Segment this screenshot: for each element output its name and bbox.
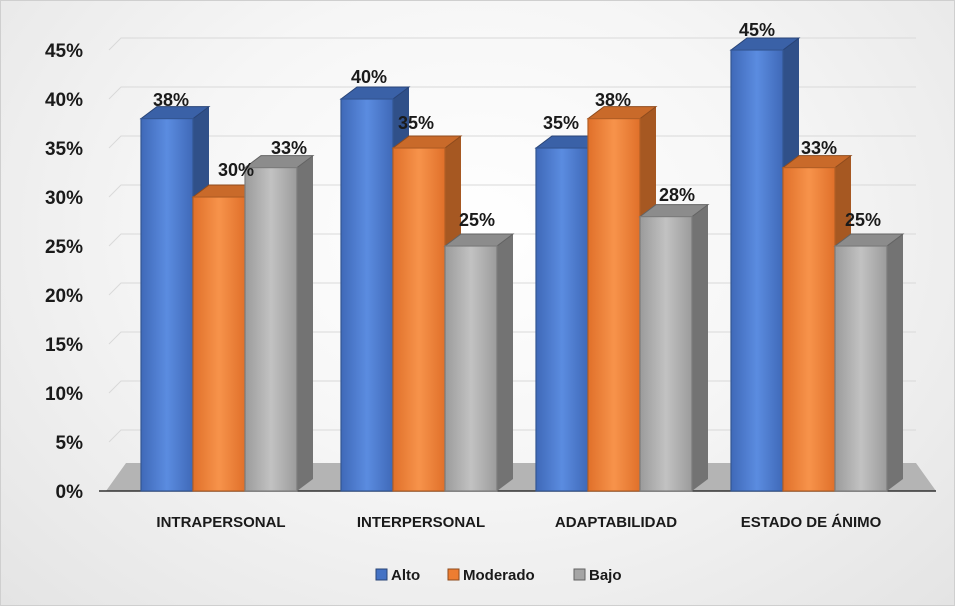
legend-swatch: [447, 568, 460, 581]
y-tick-label: 30%: [45, 188, 83, 209]
data-label: 30%: [218, 160, 254, 180]
y-tick-label: 15%: [45, 335, 83, 356]
bar-side: [887, 234, 903, 491]
x-axis: INTRAPERSONAL INTERPERSONAL ADAPTABILIDAD E…: [156, 514, 881, 531]
bar-side: [497, 234, 513, 491]
y-tick-label: 20%: [45, 286, 83, 307]
y-tick-label: 35%: [45, 139, 83, 160]
legend-label: Alto: [391, 567, 420, 584]
y-tick-label: 40%: [45, 90, 83, 111]
data-label: 33%: [271, 138, 307, 158]
legend-item-alto: Alto: [375, 567, 420, 584]
data-label: 25%: [845, 210, 881, 230]
bar-side: [692, 204, 708, 491]
x-category-label: ADAPTABILIDAD: [555, 514, 677, 531]
bar-bajo-1: [443, 233, 515, 492]
bar-side: [297, 155, 313, 491]
bars: [139, 37, 905, 492]
gridline: [108, 86, 916, 100]
legend-item-bajo: Bajo: [573, 567, 622, 584]
bar-front: [340, 98, 394, 492]
data-label: 40%: [351, 67, 387, 87]
bar-front: [639, 216, 693, 492]
y-tick-label: 45%: [45, 41, 83, 62]
data-label: 35%: [543, 113, 579, 133]
legend-label: Bajo: [589, 567, 622, 584]
bar-front: [730, 49, 784, 492]
y-axis: 0% 5% 10% 15% 20% 25% 30% 35% 40% 45%: [45, 41, 83, 503]
bar-front: [140, 117, 194, 492]
gridline: [108, 37, 916, 51]
bar-moderado-1: [391, 135, 463, 492]
bar-front: [535, 147, 589, 492]
data-label: 38%: [153, 90, 189, 110]
bar-front: [244, 167, 298, 492]
legend: Alto Moderado Bajo: [375, 567, 622, 584]
floor-plane: [106, 463, 936, 491]
legend-label: Moderado: [463, 567, 535, 584]
data-labels: 38% 30% 33% 40% 35% 25% 35% 38% 28% 45% 33% 25%: [153, 20, 881, 230]
data-label: 28%: [659, 185, 695, 205]
x-category-label: INTRAPERSONAL: [156, 514, 285, 531]
bar-front: [782, 167, 836, 492]
data-label: 38%: [595, 90, 631, 110]
bar-bajo-0: [243, 155, 315, 492]
x-category-label: ESTADO DE ÁNIMO: [741, 514, 882, 531]
legend-swatch: [375, 568, 388, 581]
bar-bajo-3: [833, 233, 905, 492]
bar-front: [834, 245, 888, 492]
legend-item-moderado: Moderado: [447, 567, 535, 584]
bar-front: [192, 196, 246, 492]
bar-front: [392, 147, 446, 492]
x-category-label: INTERPERSONAL: [357, 514, 485, 531]
bar-front: [444, 245, 498, 492]
data-label: 35%: [398, 113, 434, 133]
y-tick-label: 25%: [45, 237, 83, 258]
legend-swatch: [573, 568, 586, 581]
y-tick-label: 5%: [56, 433, 84, 454]
data-label: 33%: [801, 138, 837, 158]
y-tick-label: 0%: [56, 482, 84, 503]
data-label: 45%: [739, 20, 775, 40]
bar-front: [587, 117, 641, 492]
data-label: 25%: [459, 210, 495, 230]
y-tick-label: 10%: [45, 384, 83, 405]
bar-bajo-2: [638, 204, 710, 492]
